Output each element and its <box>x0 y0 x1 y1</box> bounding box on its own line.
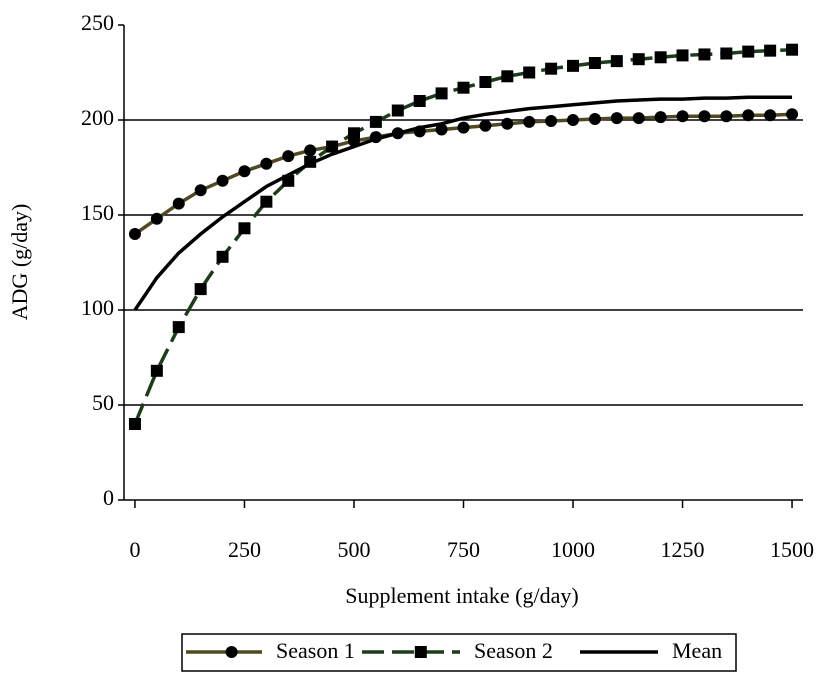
legend-marker <box>414 646 427 658</box>
marker <box>545 62 558 75</box>
x-tick-label: 1000 <box>551 537 595 562</box>
marker <box>742 109 755 122</box>
marker <box>347 127 360 140</box>
marker <box>742 45 755 58</box>
marker <box>720 110 733 123</box>
marker <box>304 144 317 157</box>
marker <box>588 57 601 69</box>
marker <box>786 108 799 121</box>
marker <box>238 165 251 178</box>
marker <box>391 104 404 117</box>
marker <box>479 119 492 132</box>
marker <box>238 222 251 235</box>
marker <box>479 76 492 88</box>
marker <box>172 197 185 210</box>
x-axis-title: Supplement intake (g/day) <box>345 583 578 608</box>
marker <box>610 112 623 125</box>
legend-label: Season 2 <box>474 638 553 663</box>
marker <box>786 43 799 56</box>
x-tick-label: 750 <box>447 537 480 562</box>
x-tick-label: 0 <box>129 537 140 562</box>
marker <box>523 115 536 128</box>
y-tick-label: 150 <box>81 200 114 225</box>
marker <box>435 123 448 136</box>
y-tick-label: 250 <box>81 10 114 35</box>
x-tick-label: 1500 <box>770 537 814 562</box>
marker <box>128 228 141 240</box>
y-tick-label: 200 <box>81 105 114 130</box>
marker <box>567 114 580 126</box>
marker <box>764 44 777 57</box>
legend-label: Mean <box>672 638 722 663</box>
marker <box>698 110 711 123</box>
marker <box>523 66 536 79</box>
marker <box>720 47 733 60</box>
marker <box>545 114 558 127</box>
marker <box>150 364 163 377</box>
x-tick-label: 500 <box>337 537 370 562</box>
legend-label: Season 1 <box>276 638 355 663</box>
series-line <box>133 47 793 425</box>
y-tick-label: 50 <box>92 390 114 415</box>
marker <box>326 140 339 153</box>
marker <box>501 70 514 83</box>
y-tick-label: 0 <box>103 485 114 510</box>
marker <box>676 49 689 62</box>
marker <box>150 212 163 225</box>
y-tick-label: 100 <box>81 295 114 320</box>
marker <box>764 109 777 122</box>
marker <box>654 51 667 64</box>
marker <box>457 81 470 94</box>
marker <box>194 184 207 197</box>
legend-box <box>181 633 737 672</box>
marker <box>501 117 514 130</box>
marker <box>632 53 645 66</box>
marker <box>128 418 141 430</box>
marker <box>369 115 382 128</box>
marker <box>413 95 426 107</box>
marker <box>172 321 185 334</box>
legend-marker <box>225 646 238 658</box>
x-tick-label: 1250 <box>661 537 705 562</box>
marker <box>216 250 229 263</box>
marker <box>610 55 623 68</box>
marker <box>216 174 229 187</box>
marker <box>194 283 207 296</box>
series-line <box>133 95 793 311</box>
y-axis-title: ADG (g/day) <box>7 204 32 321</box>
marker <box>457 121 470 134</box>
marker <box>588 113 601 126</box>
marker <box>654 111 667 124</box>
marker <box>632 112 645 125</box>
marker <box>698 48 711 61</box>
marker <box>435 87 448 100</box>
marker <box>260 195 273 208</box>
marker <box>567 59 580 72</box>
marker <box>260 157 273 170</box>
marker <box>282 150 295 163</box>
marker <box>676 110 689 123</box>
x-tick-label: 250 <box>228 537 261 562</box>
